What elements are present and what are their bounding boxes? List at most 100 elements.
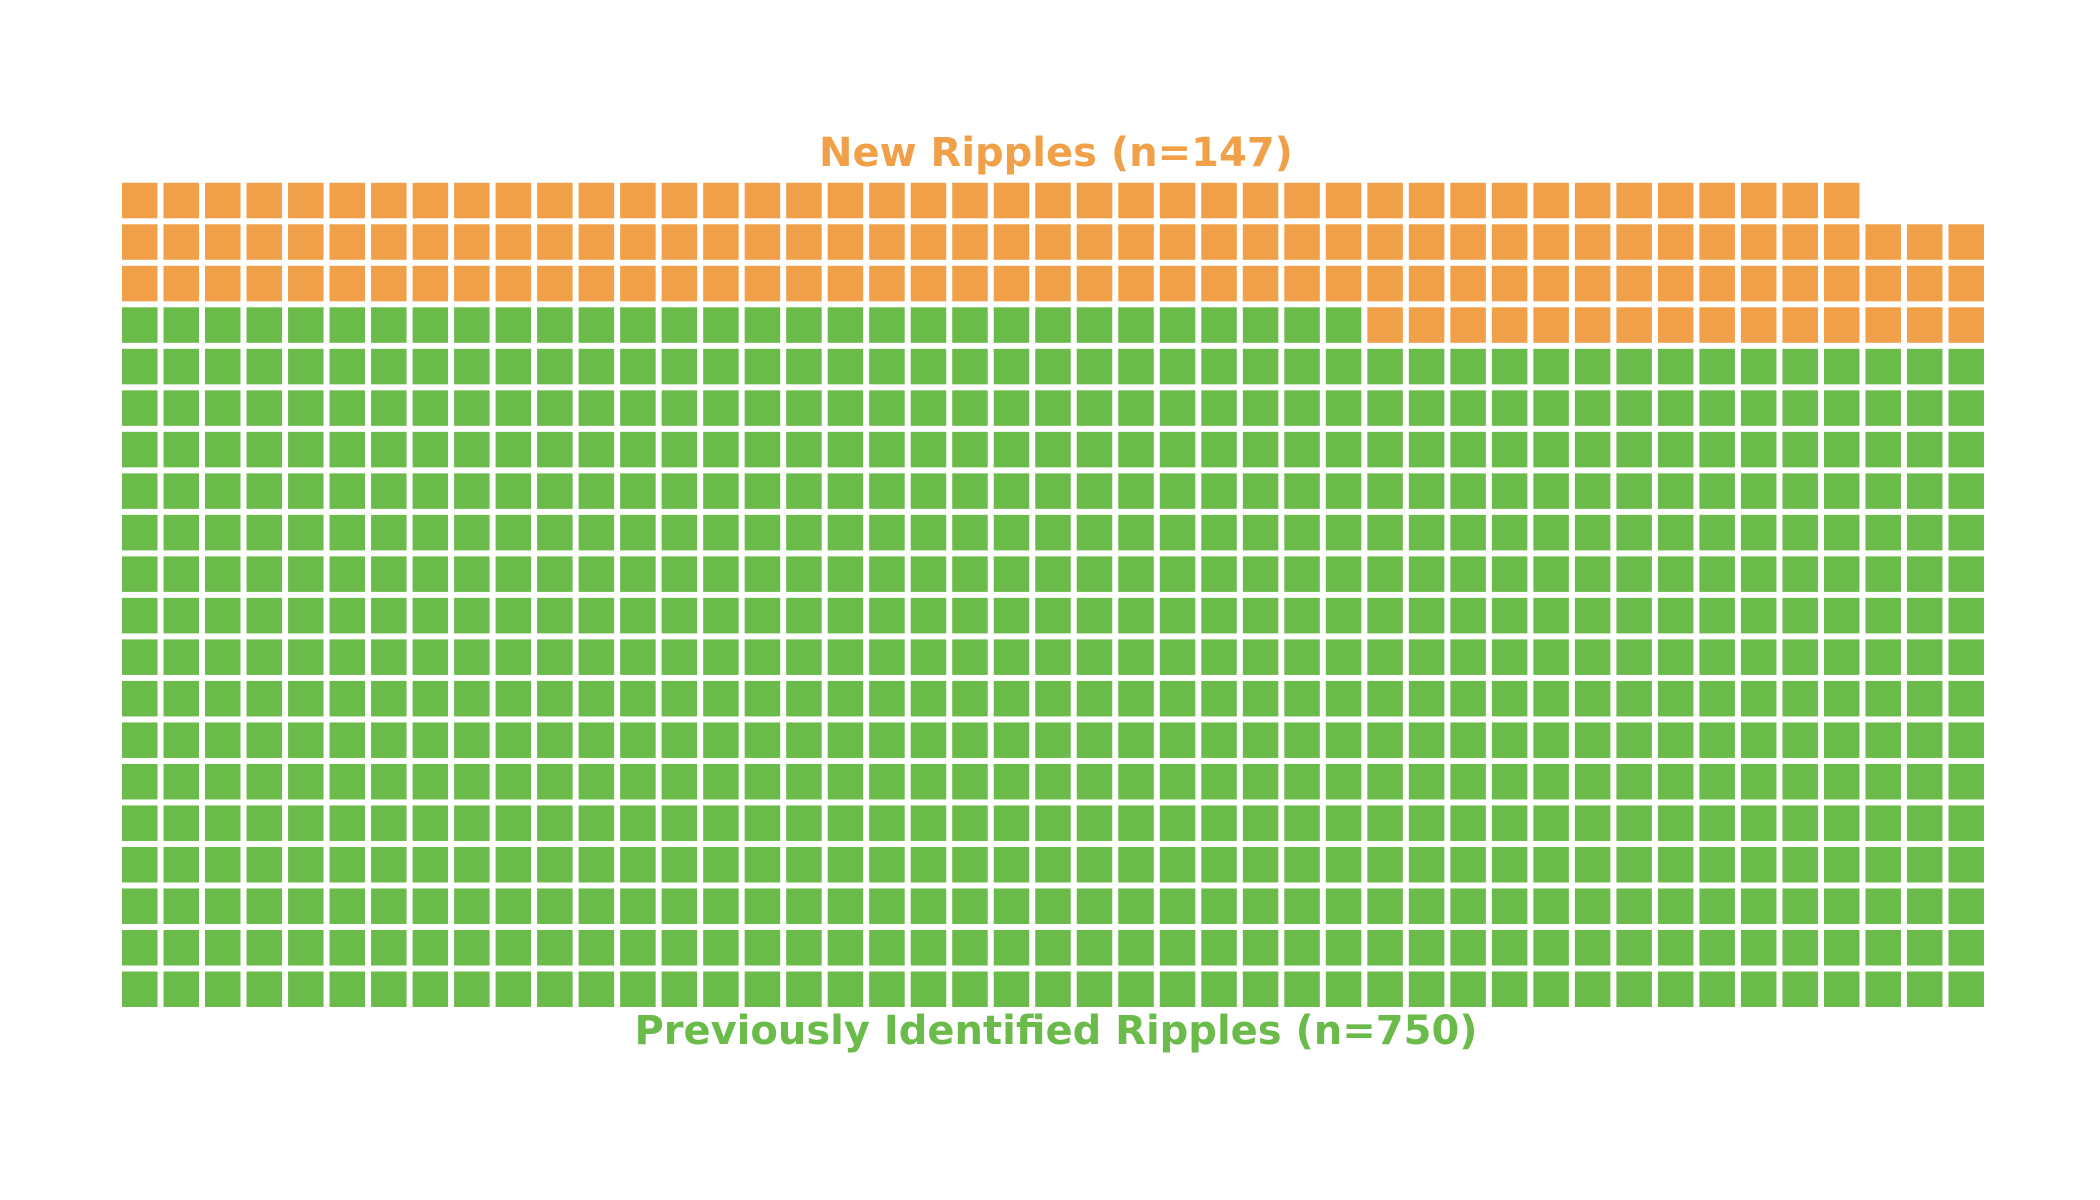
- waffle-cell: [1076, 265, 1113, 302]
- waffle-cell: [1408, 680, 1445, 717]
- waffle-cell: [1865, 805, 1901, 841]
- waffle-cell: [122, 307, 158, 343]
- waffle-cell: [1823, 888, 1860, 924]
- waffle-cell: [1284, 929, 1320, 966]
- waffle-cell: [1118, 473, 1154, 509]
- waffle-cell: [744, 348, 781, 385]
- waffle-cell: [620, 182, 656, 219]
- waffle-cell: [703, 846, 739, 883]
- waffle-cell: [993, 473, 1030, 509]
- waffle-cell: [1740, 473, 1777, 509]
- waffle-cell: [495, 597, 532, 634]
- waffle-cell: [578, 390, 615, 426]
- waffle-cell: [1699, 888, 1735, 924]
- waffle-cell: [1035, 846, 1071, 883]
- waffle-cell: [744, 888, 781, 924]
- waffle-cell: [993, 431, 1030, 468]
- waffle-cell: [1159, 182, 1196, 219]
- waffle-cell: [1491, 722, 1528, 758]
- waffle-cell: [827, 929, 864, 966]
- waffle-cell: [661, 722, 698, 758]
- waffle-cell: [1408, 971, 1445, 1007]
- waffle-cell: [1906, 639, 1943, 675]
- waffle-cell: [1657, 265, 1694, 302]
- waffle-cell: [163, 888, 200, 924]
- waffle-cell: [578, 680, 615, 717]
- waffle-cell: [205, 597, 241, 634]
- waffle-cell: [454, 680, 490, 717]
- waffle-cell: [1284, 597, 1320, 634]
- waffle-cell: [1408, 307, 1445, 343]
- waffle-cell: [993, 846, 1030, 883]
- waffle-cell: [1201, 680, 1237, 717]
- waffle-cell: [454, 390, 490, 426]
- waffle-cell: [1574, 639, 1611, 675]
- waffle-cell: [1782, 929, 1818, 966]
- waffle-cell: [1782, 473, 1818, 509]
- waffle-cell: [1201, 888, 1237, 924]
- waffle-cell: [329, 473, 366, 509]
- waffle-cell: [786, 307, 822, 343]
- waffle-cell: [1035, 307, 1071, 343]
- waffle-cell: [1076, 390, 1113, 426]
- waffle-cell: [1284, 556, 1320, 592]
- waffle-cell: [786, 929, 822, 966]
- waffle-cell: [952, 597, 988, 634]
- waffle-cell: [1616, 680, 1652, 717]
- waffle-cell: [1948, 971, 1984, 1007]
- waffle-cell: [163, 514, 200, 551]
- waffle-cell: [1616, 390, 1652, 426]
- waffle-cell: [1823, 514, 1860, 551]
- waffle-cell: [1284, 182, 1320, 219]
- waffle-cell: [329, 971, 366, 1007]
- waffle-cell: [578, 971, 615, 1007]
- waffle-cell: [1906, 680, 1943, 717]
- waffle-cell: [1823, 971, 1860, 1007]
- waffle-cell: [1616, 265, 1652, 302]
- waffle-cell: [1367, 224, 1403, 260]
- waffle-cell: [1076, 224, 1113, 260]
- waffle-cell: [1035, 431, 1071, 468]
- waffle-cell: [1948, 514, 1984, 551]
- waffle-cell: [1533, 182, 1569, 219]
- waffle-cell: [454, 431, 490, 468]
- waffle-cell: [578, 888, 615, 924]
- waffle-cell: [205, 265, 241, 302]
- waffle-cell: [329, 680, 366, 717]
- waffle-cell: [495, 473, 532, 509]
- waffle-cell: [993, 182, 1030, 219]
- waffle-cell: [371, 929, 407, 966]
- waffle-cell: [620, 846, 656, 883]
- waffle-cell: [827, 846, 864, 883]
- waffle-cell: [786, 556, 822, 592]
- waffle-cell: [329, 265, 366, 302]
- waffle-cell: [1076, 722, 1113, 758]
- waffle-cell: [412, 514, 449, 551]
- waffle-cell: [1782, 224, 1818, 260]
- waffle-cell: [620, 597, 656, 634]
- waffle-cell: [1035, 556, 1071, 592]
- waffle-cell: [288, 265, 324, 302]
- waffle-cell: [1325, 971, 1362, 1007]
- waffle-cell: [205, 431, 241, 468]
- waffle-cell: [1201, 971, 1237, 1007]
- waffle-cell: [578, 265, 615, 302]
- waffle-cell: [1491, 390, 1528, 426]
- waffle-cell: [1242, 639, 1279, 675]
- waffle-cell: [1865, 390, 1901, 426]
- waffle-cell: [744, 307, 781, 343]
- waffle-cell: [661, 929, 698, 966]
- waffle-cell: [288, 514, 324, 551]
- waffle-cell: [371, 805, 407, 841]
- waffle-cell: [1948, 597, 1984, 634]
- waffle-cell: [827, 888, 864, 924]
- waffle-cell: [163, 265, 200, 302]
- waffle-cell: [1657, 556, 1694, 592]
- waffle-cell: [537, 182, 573, 219]
- waffle-cell: [1450, 265, 1486, 302]
- waffle-cell: [786, 224, 822, 260]
- waffle-cell: [1699, 431, 1735, 468]
- waffle-cell: [1076, 805, 1113, 841]
- waffle-cell: [1201, 431, 1237, 468]
- waffle-cell: [952, 224, 988, 260]
